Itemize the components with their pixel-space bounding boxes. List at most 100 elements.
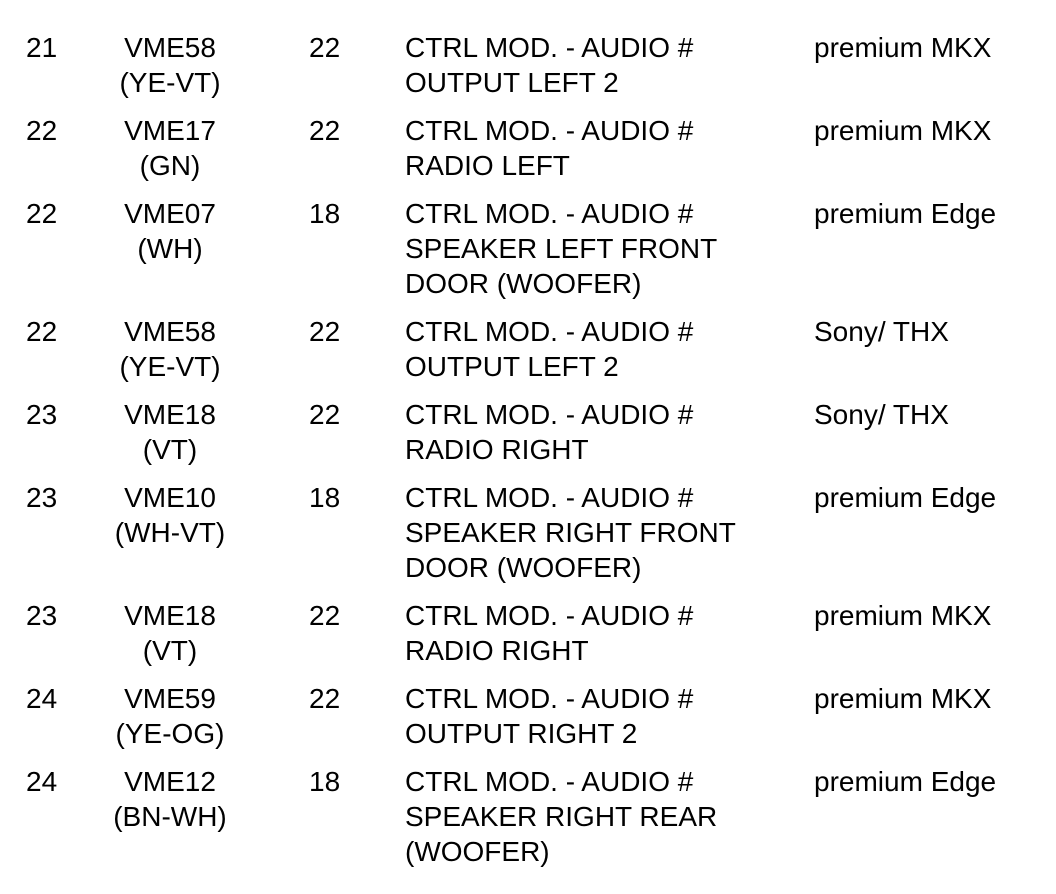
circuit-description-line: OUTPUT LEFT 2 [405,67,619,98]
option: premium MKX [814,681,1054,716]
circuit-description: CTRL MOD. - AUDIO # SPEAKER RIGHT FRONT DO… [405,480,805,585]
circuit-line: (WH-VT) [114,517,226,548]
pin-number: 23 [26,480,86,515]
circuit: VME59 (YE-OG) [100,681,240,751]
circuit-line: (BN-WH) [113,801,227,832]
circuit-description: CTRL MOD. - AUDIO # RADIO RIGHT [405,397,805,467]
wire-gauge: 18 [309,480,369,515]
option-line: Sony/ THX [814,316,949,347]
table-row: 22 VME17 (GN) 22 CTRL MOD. - AUDIO # RADIO LE… [0,113,1056,183]
wire-gauge-line: 22 [309,115,341,146]
wire-gauge-line: 22 [309,600,341,631]
circuit-description-line: DOOR (WOOFER) [405,268,642,299]
pin-number-line: 23 [26,482,58,513]
circuit-line: (VT) [142,635,198,666]
circuit-description-line: OUTPUT RIGHT 2 [405,718,638,749]
table-row: 21 VME58 (YE-VT) 22 CTRL MOD. - AUDIO # OUTPU… [0,30,1056,100]
circuit-line: (YE-VT) [119,67,221,98]
circuit-description-line: CTRL MOD. - AUDIO # [405,32,694,63]
table-row: 22 VME58 (YE-VT) 22 CTRL MOD. - AUDIO # OUTPU… [0,314,1056,384]
wire-gauge-line: 18 [309,766,341,797]
pin-number: 23 [26,598,86,633]
circuit: VME58 (YE-VT) [100,30,240,100]
wire-gauge: 22 [309,598,369,633]
pin-number-line: 24 [26,766,58,797]
pin-number: 22 [26,314,86,349]
option-line: premium MKX [814,600,992,631]
pin-number: 24 [26,681,86,716]
circuit-line: VME18 [124,600,216,631]
circuit-line: (VT) [142,434,198,465]
wire-gauge-line: 18 [309,482,341,513]
circuit: VME18 (VT) [100,397,240,467]
wire-gauge: 22 [309,314,369,349]
circuit-description: CTRL MOD. - AUDIO # SPEAKER RIGHT REAR (WO… [405,764,805,869]
circuit-description-line: OUTPUT LEFT 2 [405,351,619,382]
circuit: VME17 (GN) [100,113,240,183]
circuit-description-line: SPEAKER RIGHT REAR [405,801,718,832]
circuit-line: VME58 [124,316,216,347]
option: Sony/ THX [814,397,1054,432]
option-line: premium MKX [814,115,992,146]
table-row: 23 VME10 (WH-VT) 18 CTRL MOD. - AUDIO # SPEAK… [0,480,1056,585]
circuit-description-line: CTRL MOD. - AUDIO # [405,600,694,631]
wire-gauge: 22 [309,397,369,432]
circuit: VME18 (VT) [100,598,240,668]
pin-number-line: 24 [26,683,58,714]
table-row: 24 VME59 (YE-OG) 22 CTRL MOD. - AUDIO # OUTPU… [0,681,1056,751]
circuit: VME58 (YE-VT) [100,314,240,384]
table-row: 22 VME07 (WH) 18 CTRL MOD. - AUDIO # SPEAKER … [0,196,1056,301]
wire-gauge-line: 22 [309,683,341,714]
option: premium Edge [814,480,1054,515]
pin-number: 22 [26,196,86,231]
option: premium MKX [814,113,1054,148]
circuit-description: CTRL MOD. - AUDIO # RADIO RIGHT [405,598,805,668]
circuit-description-line: SPEAKER LEFT FRONT [405,233,718,264]
wire-gauge-line: 18 [309,198,341,229]
circuit-description: CTRL MOD. - AUDIO # OUTPUT LEFT 2 [405,30,805,100]
circuit: VME10 (WH-VT) [100,480,240,550]
pin-number: 21 [26,30,86,65]
circuit-line: VME17 [124,115,216,146]
option-line: premium MKX [814,32,992,63]
option: premium Edge [814,764,1054,799]
circuit-description-line: CTRL MOD. - AUDIO # [405,683,694,714]
pin-number-line: 22 [26,316,58,347]
circuit-description-line: RADIO LEFT [405,150,570,181]
option-line: premium Edge [814,198,997,229]
circuit-line: VME59 [124,683,216,714]
wire-gauge: 22 [309,681,369,716]
circuit-description-line: DOOR (WOOFER) [405,552,642,583]
wire-gauge-line: 22 [309,32,341,63]
wire-gauge-line: 22 [309,399,341,430]
wire-gauge: 18 [309,196,369,231]
pinout-table: 21 VME58 (YE-VT) 22 CTRL MOD. - AUDIO # OUTPU… [0,30,1056,882]
pin-number-line: 22 [26,198,58,229]
option-line: Sony/ THX [814,399,949,430]
circuit-description-line: RADIO RIGHT [405,434,589,465]
table-row: 23 VME18 (VT) 22 CTRL MOD. - AUDIO # RADIO RI… [0,598,1056,668]
circuit: VME07 (WH) [100,196,240,266]
circuit-line: VME10 [124,482,216,513]
circuit-line: VME12 [124,766,216,797]
option: premium Edge [814,196,1054,231]
table-row: 23 VME18 (VT) 22 CTRL MOD. - AUDIO # RADIO RI… [0,397,1056,467]
circuit-description-line: CTRL MOD. - AUDIO # [405,482,694,513]
circuit-line: (YE-OG) [115,718,225,749]
circuit-description-line: (WOOFER) [405,836,550,867]
circuit-description: CTRL MOD. - AUDIO # OUTPUT LEFT 2 [405,314,805,384]
circuit-line: (GN) [139,150,201,181]
circuit-line: (WH) [137,233,203,264]
pin-number: 22 [26,113,86,148]
wire-gauge: 22 [309,113,369,148]
circuit-description-line: CTRL MOD. - AUDIO # [405,115,694,146]
circuit-description: CTRL MOD. - AUDIO # SPEAKER LEFT FRONT DOO… [405,196,805,301]
pin-number-line: 23 [26,600,58,631]
circuit-line: VME07 [124,198,216,229]
wire-gauge-line: 22 [309,316,341,347]
circuit-description-line: CTRL MOD. - AUDIO # [405,399,694,430]
pin-number: 24 [26,764,86,799]
option-line: premium MKX [814,683,992,714]
circuit-line: VME58 [124,32,216,63]
circuit-description: CTRL MOD. - AUDIO # RADIO LEFT [405,113,805,183]
